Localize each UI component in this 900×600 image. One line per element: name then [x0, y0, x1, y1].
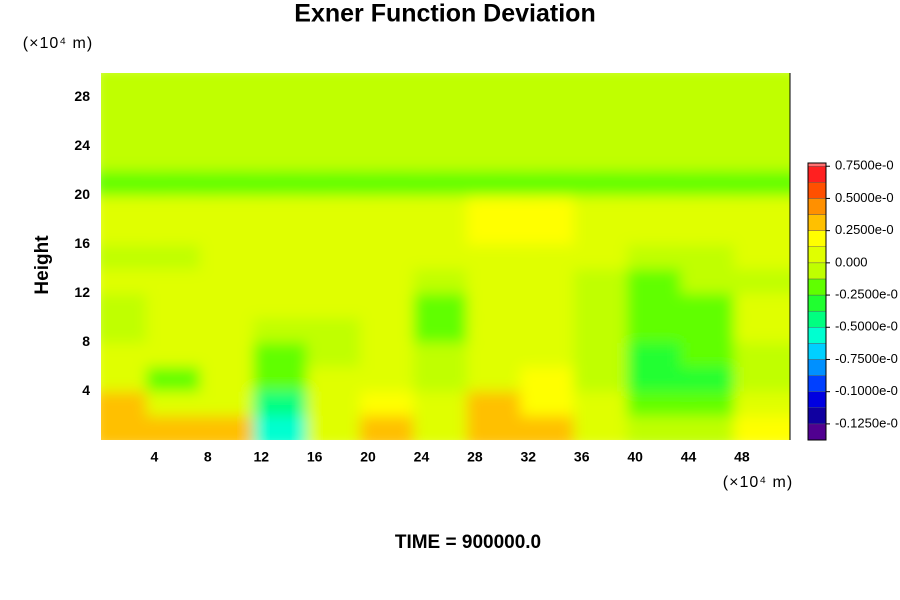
- colorbar-band: [807, 278, 827, 296]
- colorbar-band: [807, 262, 827, 280]
- colorbar-label: 0.000: [835, 254, 868, 269]
- colorbar-label: 0.5000e-0: [835, 190, 894, 205]
- colorbar-label: 0.7500e-0: [835, 158, 894, 173]
- colorbar-label: -0.7500e-0: [835, 351, 898, 366]
- y-tick-label: 24: [74, 137, 90, 153]
- field-cells: [101, 73, 790, 440]
- colorbar-band: [807, 407, 827, 425]
- x-tick-label: 36: [574, 449, 590, 465]
- x-tick-label: 24: [414, 449, 430, 465]
- colorbar-label: -0.2500e-0: [835, 286, 898, 301]
- colorbar-label: -0.1000e-0: [835, 383, 898, 398]
- colorbar-band: [807, 214, 827, 231]
- footer: TIME = 900000.0: [395, 532, 541, 553]
- x-tick-label: 20: [360, 449, 376, 465]
- colorbar-label: 0.2500e-0: [835, 222, 894, 237]
- colorbar-band: [807, 166, 827, 183]
- x-tick-label: 48: [734, 449, 750, 465]
- colorbar-band: [807, 182, 827, 199]
- field-cell: [733, 146, 790, 172]
- field-cell: [733, 366, 790, 392]
- field-cell: [733, 342, 790, 368]
- x-tick-label: 28: [467, 449, 483, 465]
- y-tick-label: 8: [82, 333, 90, 349]
- field-cell: [733, 391, 790, 417]
- x-tick-label: 8: [204, 449, 212, 465]
- x-tick-label: 16: [307, 449, 323, 465]
- colorbar-band: [807, 294, 827, 312]
- colorbar-band: [807, 310, 827, 328]
- colorbar-label: -0.1250e-0: [835, 415, 898, 430]
- x-tick-label: 12: [253, 449, 269, 465]
- chart-title: Exner Function Deviation: [294, 0, 595, 28]
- field-cell: [733, 121, 790, 147]
- y-tick-label: 12: [74, 284, 90, 300]
- y-tick-label: 16: [74, 235, 90, 251]
- y-unit: (×10⁴ m): [23, 35, 93, 52]
- field-cell: [733, 268, 790, 294]
- colorbar-band: [807, 391, 827, 408]
- colorbar-band: [807, 230, 827, 247]
- y-tick-label: 28: [74, 88, 90, 104]
- colorbar-band: [807, 359, 827, 376]
- colorbar-label: -0.5000e-0: [835, 319, 898, 334]
- x-tick-label: 4: [151, 449, 159, 465]
- field-cell: [733, 73, 790, 98]
- y-tick-label: 20: [74, 186, 90, 202]
- field-cell: [733, 195, 790, 221]
- x-tick-label: 32: [520, 449, 536, 465]
- y-axis-label: Height: [32, 235, 53, 295]
- x-tick-label: 40: [627, 449, 643, 465]
- y-tick-label: 4: [82, 382, 90, 398]
- colorbar-band: [807, 423, 827, 441]
- colorbar-band: [807, 198, 827, 215]
- colorbar-band: [807, 343, 827, 360]
- field: [101, 73, 790, 440]
- field-cell: [733, 219, 790, 245]
- x-unit: (×10⁴ m): [723, 474, 793, 491]
- x-tick-label: 44: [681, 449, 697, 465]
- colorbar-frame: [807, 162, 827, 441]
- field-cell: [733, 244, 790, 270]
- field-cell: [733, 293, 790, 319]
- colorbar-band: [807, 327, 827, 344]
- colorbar-band: [807, 246, 827, 264]
- field-cell: [733, 415, 790, 440]
- colorbar-band: [807, 375, 827, 392]
- field-cell: [733, 317, 790, 343]
- field-cell: [733, 170, 790, 196]
- field-cell: [733, 97, 790, 123]
